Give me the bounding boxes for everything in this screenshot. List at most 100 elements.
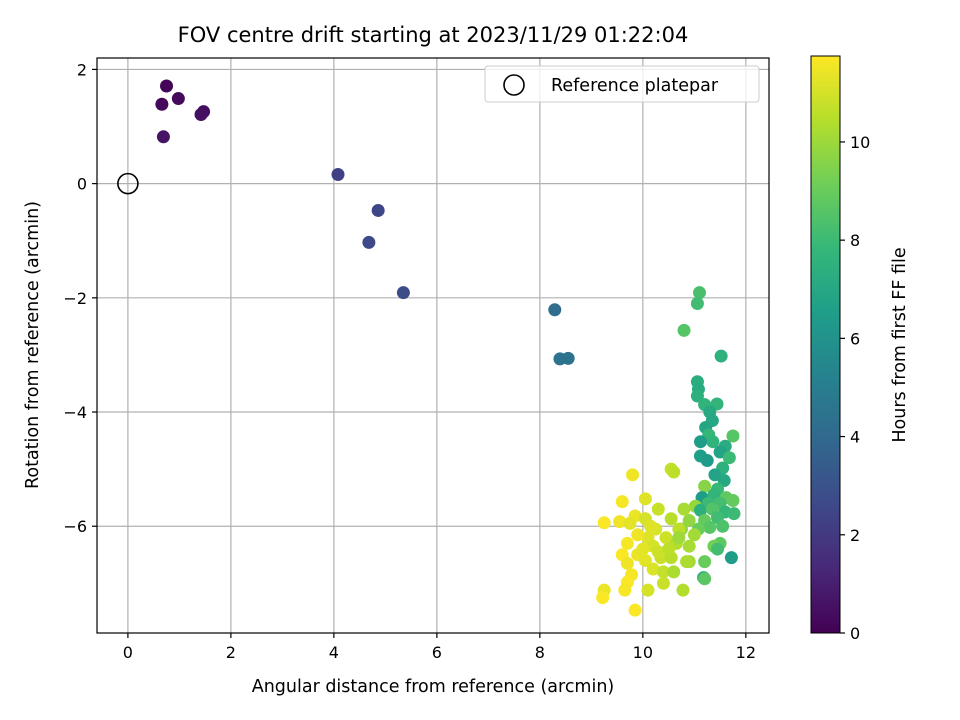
data-point — [662, 542, 676, 556]
data-point — [396, 286, 410, 300]
data-point — [690, 389, 704, 403]
x-tick-label: 8 — [535, 643, 545, 662]
data-point — [703, 520, 717, 534]
x-tick-label: 0 — [123, 643, 133, 662]
data-point — [636, 542, 650, 556]
colorbar-tick-label: 10 — [850, 133, 870, 152]
plot-area-frame — [96, 57, 770, 634]
data-point — [713, 445, 727, 459]
data-point — [672, 531, 686, 545]
data-point — [690, 297, 704, 311]
data-point — [722, 451, 736, 465]
x-tick-label: 12 — [736, 643, 756, 662]
data-point — [615, 495, 629, 509]
data-point — [656, 576, 670, 590]
y-tick-label: −2 — [63, 289, 87, 308]
data-point — [155, 97, 169, 111]
x-tick-label: 4 — [329, 643, 339, 662]
grid-lines — [97, 58, 769, 633]
data-point — [676, 583, 690, 597]
data-point — [706, 435, 720, 449]
data-point — [677, 323, 691, 337]
y-axis-ticks: −6 −4 −2 0 2 — [63, 60, 97, 536]
data-point — [646, 562, 660, 576]
data-point — [677, 502, 691, 516]
data-point — [160, 79, 174, 93]
data-point — [711, 542, 725, 556]
data-point — [548, 303, 562, 317]
data-point — [194, 108, 208, 122]
data-point — [708, 468, 722, 482]
data-point — [638, 492, 652, 506]
legend-marker — [503, 74, 525, 96]
colorbar-tick-label: 0 — [850, 624, 860, 643]
colorbar-tick-label: 6 — [850, 329, 860, 348]
legend-box — [484, 65, 760, 103]
data-point — [692, 286, 706, 300]
data-point — [667, 465, 681, 479]
data-point — [638, 553, 652, 567]
data-point — [727, 507, 741, 521]
data-point — [698, 555, 712, 569]
x-axis-label: Angular distance from reference (arcmin) — [252, 677, 615, 697]
data-point — [597, 516, 611, 530]
y-tick-label: −4 — [63, 403, 87, 422]
data-point — [331, 167, 345, 181]
y-tick-label: −6 — [63, 517, 87, 536]
colorbar-label: Hours from first FF file — [890, 247, 910, 442]
data-point — [651, 545, 665, 559]
data-point — [641, 583, 655, 597]
data-point — [664, 512, 678, 526]
data-point — [651, 502, 665, 516]
data-point — [620, 536, 634, 550]
data-point — [724, 551, 738, 565]
data-point — [628, 603, 642, 617]
data-point — [682, 539, 696, 553]
x-axis-ticks: 0 2 4 6 8 10 12 — [123, 633, 756, 662]
data-point — [626, 468, 640, 482]
reference-platepar-marker — [117, 172, 139, 195]
data-point — [716, 519, 730, 533]
data-point — [623, 516, 637, 530]
data-point — [156, 130, 170, 144]
x-tick-label: 2 — [226, 643, 236, 662]
data-point — [631, 528, 645, 542]
data-point — [667, 565, 681, 579]
colorbar-tick-label: 8 — [850, 231, 860, 250]
data-point — [620, 556, 634, 570]
data-point — [644, 519, 658, 533]
data-point — [682, 514, 696, 528]
data-point — [726, 494, 740, 508]
data-point — [698, 479, 712, 493]
colorbar-tick-label: 2 — [850, 526, 860, 545]
chart-title: FOV centre drift starting at 2023/11/29 … — [178, 23, 689, 47]
legend-entry-reference: Reference platepar — [551, 76, 719, 96]
data-point — [362, 235, 376, 249]
y-tick-label: 2 — [77, 60, 87, 79]
colorbar-tick-label: 4 — [850, 428, 860, 447]
data-point — [618, 583, 632, 597]
x-tick-label: 10 — [633, 643, 653, 662]
colorbar-ticks: 0 2 4 6 8 10 — [840, 133, 870, 643]
data-point — [371, 203, 385, 217]
data-point — [700, 454, 714, 468]
data-point — [171, 92, 185, 106]
data-point — [613, 515, 627, 529]
data-point — [656, 565, 670, 579]
data-point — [694, 503, 708, 517]
data-point — [714, 349, 728, 363]
data-point — [694, 435, 708, 449]
legend: Reference platepar — [484, 65, 760, 103]
data-point — [687, 528, 701, 542]
y-axis-label: Rotation from reference (arcmin) — [23, 201, 43, 489]
data-points — [155, 79, 741, 617]
colorbar — [810, 55, 841, 634]
data-point — [561, 351, 575, 365]
data-point — [659, 531, 673, 545]
x-tick-label: 6 — [432, 643, 442, 662]
data-point — [726, 429, 740, 443]
data-point — [596, 591, 610, 605]
data-point — [680, 555, 694, 569]
